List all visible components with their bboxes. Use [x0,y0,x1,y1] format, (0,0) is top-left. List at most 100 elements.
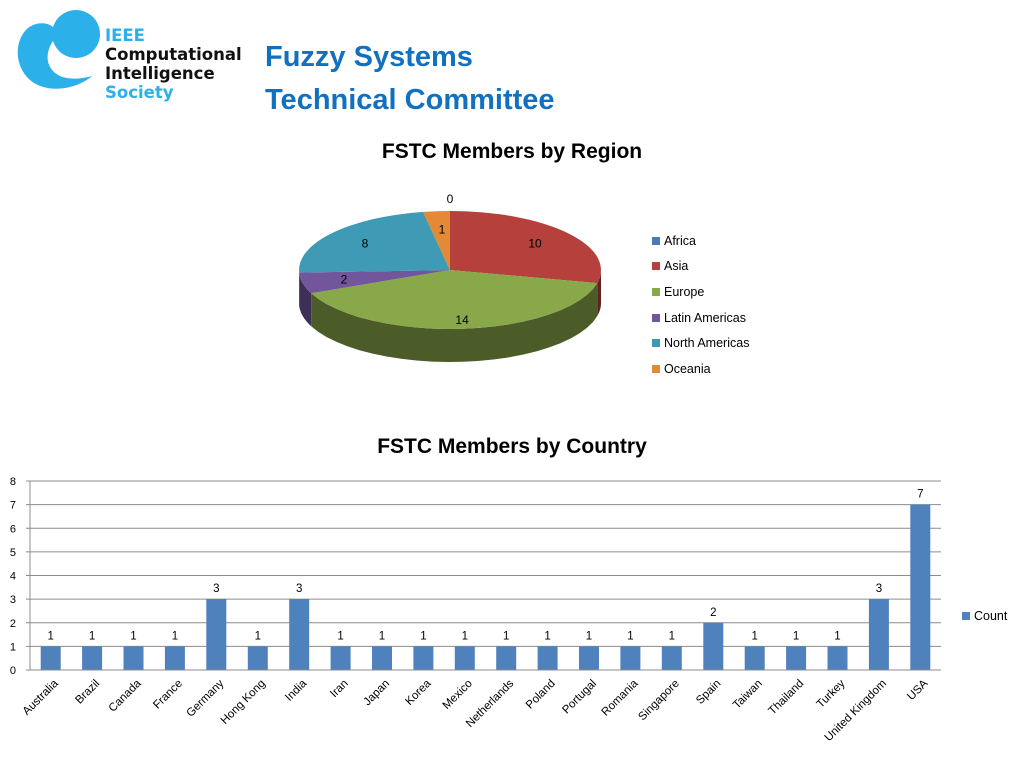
bar-chart-title: FSTC Members by Country [377,435,647,458]
bar-value-netherlands: 1 [503,630,509,642]
logo-line-intelligence: Intelligence [105,64,215,83]
bar-australia [40,646,61,670]
pie-label-asia: 10 [528,237,542,251]
pie-legend-swatch [652,364,660,373]
region-pie-chart: 0 10 14 2 8 1 [299,192,601,362]
logo-line-computational: Computational [105,45,242,64]
bar-value-united-kingdom: 3 [876,583,882,595]
pie-legend-item-latin-americas: Latin Americas [652,305,749,331]
pie-side-asia [597,270,601,317]
x-label-brazil: Brazil [73,678,102,707]
bar-y-tick-label: 7 [10,500,16,512]
bar-value-brazil: 1 [89,630,95,642]
bar-value-thailand: 1 [793,630,799,642]
pie-label-europe: 14 [455,313,469,327]
x-label-japan: Japan [361,678,392,709]
bar-singapore [661,646,682,670]
pie-legend-swatch [652,262,660,271]
pie-slice-europe [311,270,598,329]
pie-legend-item-asia: Asia [652,254,749,280]
bar-y-tick-label: 8 [10,476,16,488]
x-label-romania: Romania [599,677,640,718]
pie-label-latin-americas: 2 [341,273,348,287]
bar-value-portugal: 1 [586,630,592,642]
bar-value-singapore: 1 [669,630,675,642]
pie-legend-item-north-americas: North Americas [652,330,749,356]
pie-slice-north-americas [299,211,450,273]
bar-y-tick-label: 3 [10,594,16,606]
pie-slice-asia [450,211,601,284]
pie-chart-title: FSTC Members by Region [381,140,643,163]
bar-gridlines [30,480,941,671]
pie-legend-label: Oceania [664,361,711,376]
pie-legend-item-europe: Europe [652,279,749,305]
x-label-australia: Australia [21,677,62,718]
x-label-india: India [283,677,310,704]
x-label-singapore: Singapore [636,678,682,724]
bar-data-labels: 1 1 1 1 3 1 3 1 1 1 1 1 1 1 1 1 2 1 1 1 3 7 [47,489,923,643]
bar-value-france: 1 [172,630,178,642]
x-label-spain: Spain [694,678,723,707]
page-title-line-2: Technical Committee [265,84,555,116]
pie-legend-swatch [652,236,660,245]
pie-data-labels: 0 10 14 2 8 1 [341,192,542,327]
bar-value-spain: 2 [710,607,716,619]
bar-value-mexico: 1 [462,630,468,642]
x-label-usa: USA [905,677,930,702]
pie-label-oceania: 1 [439,223,446,237]
x-label-france: France [151,678,185,712]
bar-poland [537,646,558,670]
x-label-iran: Iran [328,678,351,701]
bars [40,504,931,671]
x-label-korea: Korea [403,677,434,708]
bar-romania [620,646,641,670]
x-label-taiwan: Taiwan [731,678,765,712]
x-label-germany: Germany [184,677,226,719]
x-label-hong-kong: Hong Kong [219,678,268,727]
bar-united-kingdom [868,599,889,670]
ieee-cis-logo: IEEE Computational Intelligence Society [8,6,258,106]
bar-y-tick-label: 6 [10,523,16,535]
bar-taiwan [744,646,765,670]
page-title: Fuzzy Systems Technical Committee [265,36,555,122]
bar-value-germany: 3 [213,583,219,595]
bar-value-australia: 1 [47,630,53,642]
bar-mexico [454,646,475,670]
bar-france [164,646,185,670]
bar-japan [372,646,392,670]
bar-y-tick-label: 2 [10,618,16,630]
pie-legend-item-africa: Africa [652,228,749,254]
x-label-portugal: Portugal [560,678,599,717]
pie-legend-label: Europe [664,284,705,299]
bar-turkey [827,646,848,670]
pie-slices [299,210,601,329]
bar-iran [330,646,351,670]
bar-value-taiwan: 1 [751,630,757,642]
logo-line-ieee: IEEE [105,26,145,45]
logo-text-block: IEEE Computational Intelligence Society [105,26,242,102]
bar-value-canada: 1 [130,630,136,642]
pie-legend-swatch [652,287,660,296]
bar-y-tick-label: 1 [10,641,16,653]
cis-logo-mark-icon [17,10,100,89]
bar-germany [206,599,227,670]
country-bar-chart: 0 1 2 3 4 5 6 7 8 1 1 1 1 3 1 3 1 1 1 1 1 1 1 1 1 2 1 1 1 3 7 Australia… [10,476,941,744]
bar-thailand [786,646,807,670]
pie-legend: Africa Asia Europe Latin Americas North Amer… [652,228,749,382]
x-label-thailand: Thailand [767,678,807,718]
bar-canada [123,646,144,670]
bar-india [289,599,310,670]
bar-y-ticks: 0 1 2 3 4 5 6 7 8 [10,476,30,677]
bar-legend-swatch [962,612,970,620]
bar-legend-label: Count [974,609,1008,623]
bar-legend: Count [962,609,1007,623]
bar-netherlands [496,646,517,670]
pie-side-walls [299,270,601,362]
bar-value-romania: 1 [627,630,633,642]
pie-legend-label: Latin Americas [664,310,746,325]
page-title-line-1: Fuzzy Systems [265,41,473,73]
bar-value-korea: 1 [420,630,426,642]
pie-legend-swatch [652,313,660,322]
bar-hong-kong [247,646,268,670]
